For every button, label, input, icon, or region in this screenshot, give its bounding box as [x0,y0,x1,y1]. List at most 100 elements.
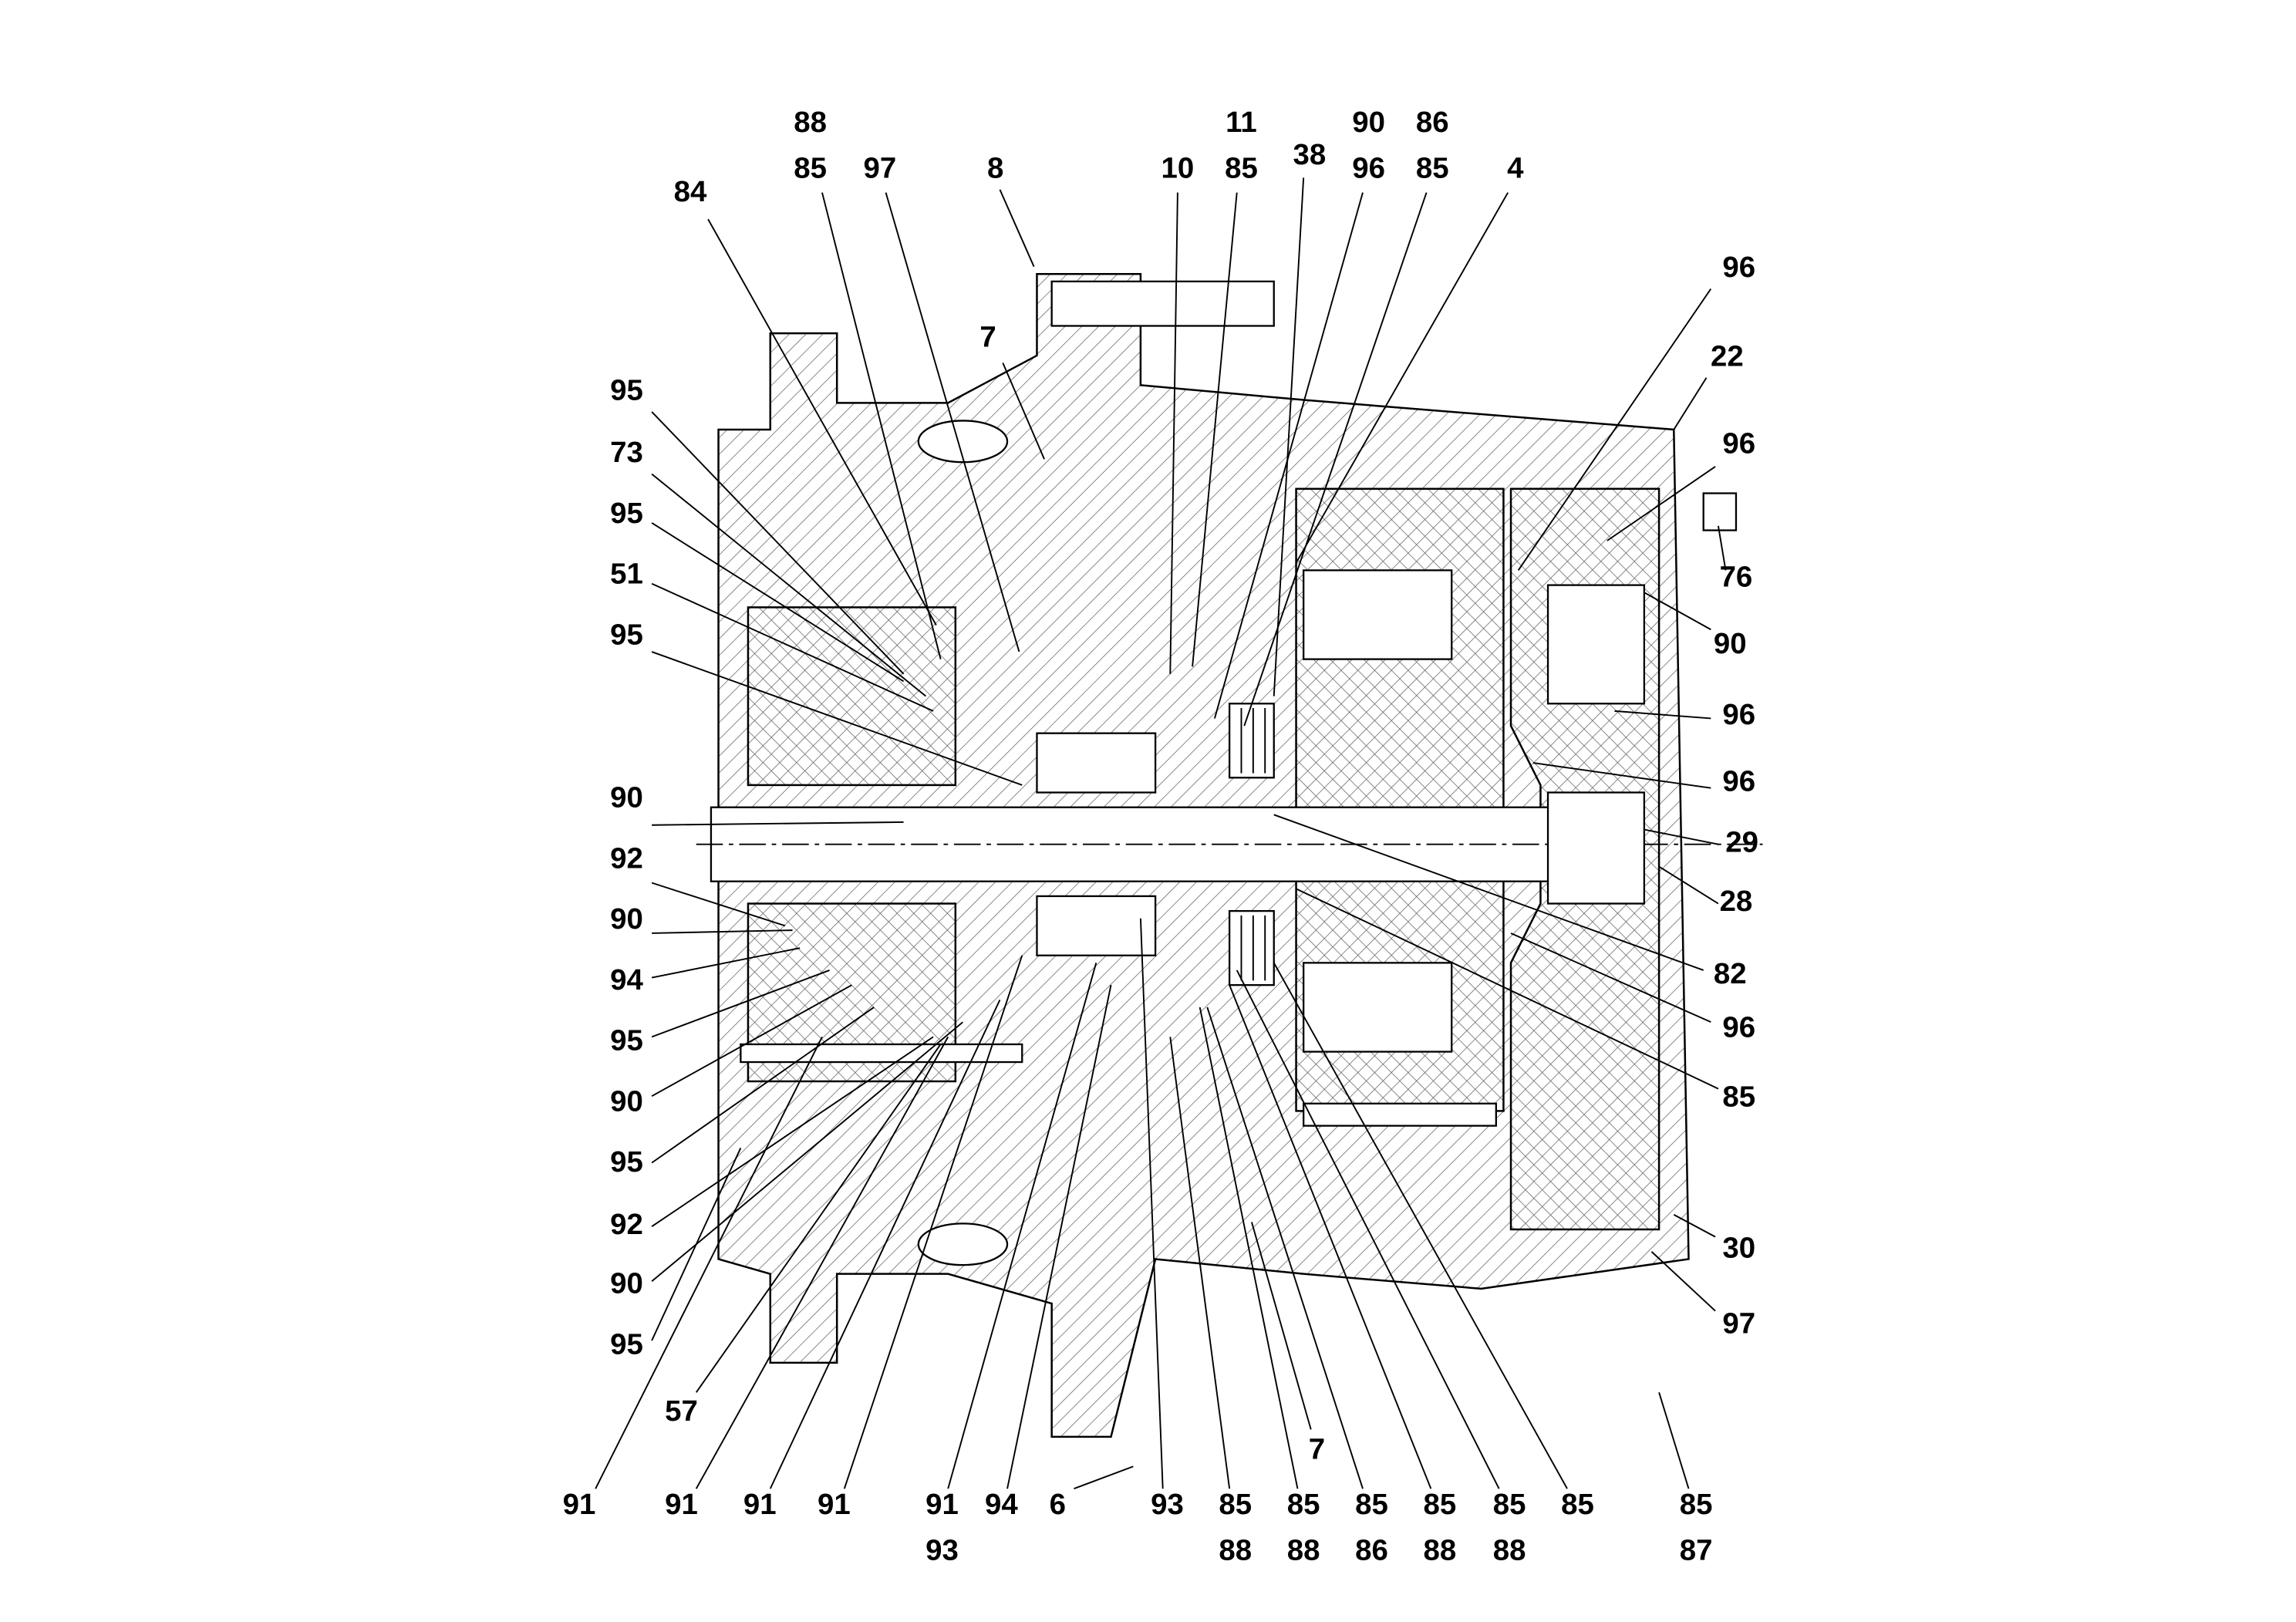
part-label: 90 [1714,627,1747,660]
leader-line [1644,828,1719,845]
part-label: 85 [1493,1488,1526,1521]
bolt-lower [1303,1102,1497,1127]
part-label: 95 [610,618,643,651]
part-label: 96 [1722,765,1755,798]
leader-line [1673,377,1708,430]
leader-line [1006,984,1112,1489]
leader-line [1607,466,1716,541]
leader-line [1192,192,1238,667]
leader-line [595,1036,823,1489]
leader-line [1199,1007,1299,1489]
leader-line [651,947,801,979]
part-label: 6 [1050,1488,1066,1521]
leader-line [1296,888,1719,1090]
leader-line [1169,192,1178,674]
part-label: 7 [979,320,996,353]
leader-line [695,1036,949,1489]
part-label: 91 [563,1488,596,1521]
leader-line [1658,1392,1690,1489]
leader-line [821,192,942,659]
part-label: 85 [1416,151,1449,184]
leader-line [1273,177,1305,696]
leader-line [1273,962,1568,1489]
part-label: 29 [1725,825,1758,858]
part-label: 38 [1293,138,1326,171]
part-label: 93 [1151,1488,1184,1521]
part-label: 90 [1352,106,1385,139]
leader-line [1139,918,1164,1489]
part-label: 91 [925,1488,959,1521]
part-label: 88 [1219,1533,1252,1566]
part-label: 90 [610,781,643,814]
part-label: 85 [1219,1488,1252,1521]
plug-76 [1702,492,1738,531]
part-label: 91 [818,1488,851,1521]
leader-line [1658,865,1719,905]
part-label: 28 [1720,885,1753,918]
part-label: 85 [1287,1488,1320,1521]
part-label: 95 [610,1327,643,1361]
leader-line [652,929,793,934]
part-label: 93 [925,1533,959,1566]
part-label: 85 [794,151,827,184]
leader-line [1517,288,1712,571]
part-label: 95 [610,374,643,407]
part-label: 88 [1287,1533,1320,1566]
part-label: 92 [610,841,643,875]
leader-line [1510,932,1711,1023]
leader-line [1236,969,1500,1489]
leader-line [947,963,1097,1489]
spool-lower [1036,895,1157,956]
leader-line [843,955,1023,1489]
leader-line [651,411,905,675]
leader-line [885,192,1020,653]
leader-line [769,999,1001,1489]
part-label: 96 [1352,151,1385,184]
part-label: 8 [987,151,1003,184]
part-label: 73 [610,436,643,469]
part-label: 97 [1722,1307,1755,1340]
part-label: 76 [1720,561,1753,594]
leader-line [651,1148,742,1341]
leader-line [1650,1251,1716,1312]
housing-drawing [696,273,1763,1438]
leader-line [1002,363,1045,460]
part-label: 88 [1493,1533,1526,1566]
part-label: 96 [1722,251,1755,284]
part-label: 94 [610,963,643,996]
leader-line [651,651,1023,786]
leader-line [1169,1037,1231,1489]
leader-line [1673,1214,1716,1238]
part-label: 7 [1309,1433,1325,1466]
leader-line [651,473,927,697]
leader-line [1273,814,1704,971]
part-label: 10 [1161,151,1195,184]
piston-lower [1303,962,1453,1053]
part-label: 85 [1355,1488,1388,1521]
part-label: 92 [610,1208,643,1241]
leader-line [1295,192,1509,564]
leader-line [1214,192,1364,719]
part-label: 90 [610,1084,643,1118]
part-label: 87 [1680,1533,1713,1566]
leader-line [1717,525,1727,571]
leader-line [651,969,830,1038]
part-label: 90 [610,1267,643,1300]
part-label: 82 [1714,957,1747,990]
leader-line [695,1044,942,1393]
leader-line [652,821,904,826]
leader-line [651,1036,934,1228]
part-label: 4 [1507,151,1524,184]
part-label: 90 [610,902,643,936]
part-label: 30 [1722,1232,1755,1265]
piston-upper [1303,569,1453,660]
leader-line [651,1007,875,1164]
part-label: 95 [610,1024,643,1057]
leader-line [1251,1222,1312,1430]
part-label: 95 [610,1145,643,1179]
part-label: 91 [743,1488,777,1521]
bolt-8 [1050,280,1275,327]
bearings [917,420,1646,1266]
leader-line [707,218,937,626]
